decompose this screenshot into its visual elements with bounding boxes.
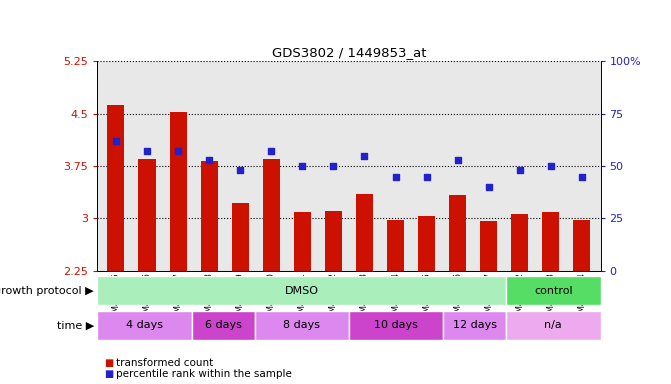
Text: growth protocol ▶: growth protocol ▶	[0, 286, 94, 296]
Bar	[573, 220, 590, 271]
Point	[266, 148, 276, 154]
Point	[142, 148, 152, 154]
Point	[576, 174, 587, 180]
Bar	[170, 113, 187, 271]
Bar	[263, 159, 280, 271]
Text: 10 days: 10 days	[374, 320, 418, 331]
Bar	[107, 105, 125, 271]
Text: ■: ■	[104, 358, 113, 368]
Bar	[97, 311, 192, 340]
Point	[297, 163, 308, 169]
Point	[452, 157, 463, 163]
Point	[390, 174, 401, 180]
Bar	[506, 311, 601, 340]
Text: 4 days: 4 days	[126, 320, 163, 331]
Title: GDS3802 / 1449853_at: GDS3802 / 1449853_at	[272, 46, 426, 59]
Point	[328, 163, 339, 169]
Bar	[231, 203, 249, 271]
Point	[483, 184, 494, 190]
Text: 6 days: 6 days	[205, 320, 242, 331]
Bar	[254, 311, 349, 340]
Bar	[449, 195, 466, 271]
Point	[111, 138, 121, 144]
Bar	[294, 212, 311, 271]
Text: 12 days: 12 days	[453, 320, 497, 331]
Bar	[192, 311, 254, 340]
Bar	[511, 214, 528, 271]
Text: DMSO: DMSO	[285, 286, 319, 296]
Bar	[356, 194, 373, 271]
Text: time ▶: time ▶	[56, 320, 94, 331]
Bar	[349, 311, 444, 340]
Text: ■: ■	[104, 369, 113, 379]
Bar	[480, 221, 497, 271]
Text: 8 days: 8 days	[283, 320, 320, 331]
Bar	[325, 212, 342, 271]
Point	[172, 148, 183, 154]
Text: transformed count: transformed count	[116, 358, 213, 368]
Point	[421, 174, 432, 180]
Text: n/a: n/a	[544, 320, 562, 331]
Text: control: control	[534, 286, 572, 296]
Text: percentile rank within the sample: percentile rank within the sample	[116, 369, 292, 379]
Point	[359, 152, 370, 159]
Bar	[506, 276, 601, 305]
Point	[235, 167, 246, 173]
Point	[204, 157, 215, 163]
Bar	[418, 215, 435, 271]
Bar	[542, 212, 560, 271]
Bar	[201, 161, 217, 271]
Bar	[387, 220, 404, 271]
Bar	[97, 276, 506, 305]
Point	[515, 167, 525, 173]
Point	[546, 163, 556, 169]
Bar	[138, 159, 156, 271]
Bar	[444, 311, 506, 340]
